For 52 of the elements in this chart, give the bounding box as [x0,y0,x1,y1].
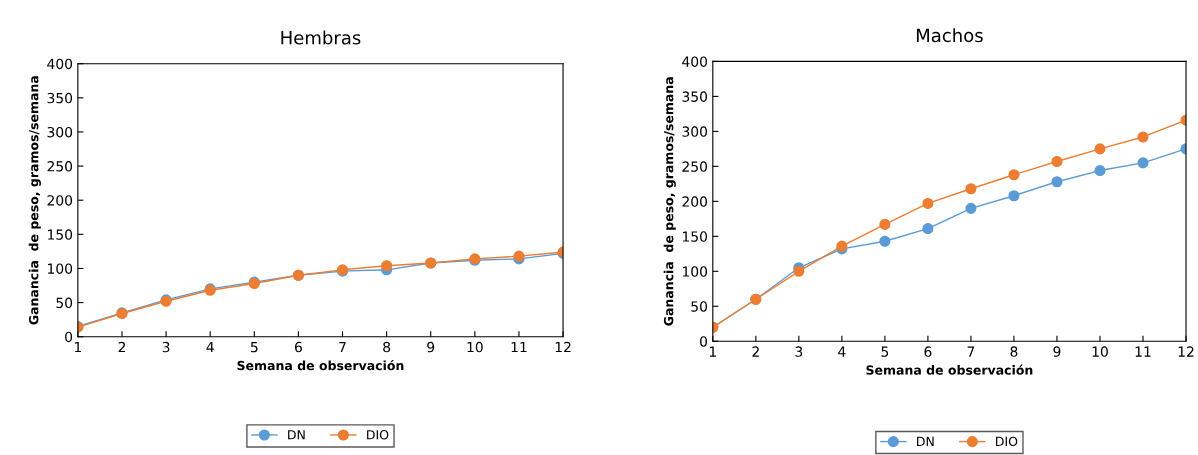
x-tick-label: 10 [467,341,483,353]
x-tick-label: 3 [162,341,170,353]
x-tick-label: 9 [1053,346,1061,357]
y-tick-label: 300 [682,126,708,137]
x-tick-label: 2 [752,346,759,357]
x-tick-label: 6 [924,346,932,357]
x-tick-label: 9 [427,341,435,353]
x-tick-label: 11 [1135,346,1151,357]
y-axis-title: Ganancia de peso, gramos/semana [663,77,676,326]
y-tick-label: 200 [47,195,73,206]
y-tick-label: 400 [47,58,73,70]
x-tick-label: 2 [118,341,126,353]
x-tick-label: 7 [967,346,975,357]
y-tick-label: 250 [682,161,708,172]
y-tick-label: 250 [47,161,73,172]
legend-label: DIO [996,436,1018,447]
y-tick-label: 0 [700,336,708,347]
y-tick-label: 50 [56,297,73,309]
x-tick-label: 7 [339,341,346,353]
y-axis-title: Ganancia de peso, gramos/semana [28,76,41,325]
legend-label: DN [288,430,305,440]
y-tick-label: 150 [48,229,73,240]
y-tick-label: 50 [691,301,708,312]
y-tick-label: 100 [682,266,708,277]
x-axis-title: Semana de observación [237,360,404,371]
x-tick-label: 4 [206,341,214,353]
x-tick-label: 1 [709,346,716,357]
x-tick-label: 1 [74,341,82,353]
legend-label: DIO [367,430,389,440]
x-axis-title: Semana de observación [866,364,1033,375]
x-tick-label: 10 [1092,346,1108,357]
y-tick-label: 100 [48,263,73,274]
x-tick-label: 3 [795,346,803,357]
x-tick-label: 8 [383,341,391,353]
x-tick-label: 5 [250,341,258,353]
x-tick-label: 11 [511,341,527,353]
y-tick-label: 350 [47,92,73,104]
y-tick-label: 150 [682,231,708,242]
x-tick-label: 5 [881,346,889,357]
legend-label: DN [917,436,934,446]
y-tick-label: 400 [682,56,708,67]
x-tick-label: 4 [838,346,846,357]
y-tick-label: 200 [682,196,708,207]
y-tick-label: 300 [47,126,73,138]
y-tick-label: 350 [682,91,708,102]
x-tick-label: 8 [1010,346,1018,357]
x-tick-label: 6 [294,341,302,353]
y-tick-label: 0 [65,331,73,343]
chart-title: Machos [916,28,983,43]
chart-title: Hembras [281,30,361,45]
x-tick-label: 12 [555,341,571,353]
x-tick-label: 12 [1178,346,1194,357]
